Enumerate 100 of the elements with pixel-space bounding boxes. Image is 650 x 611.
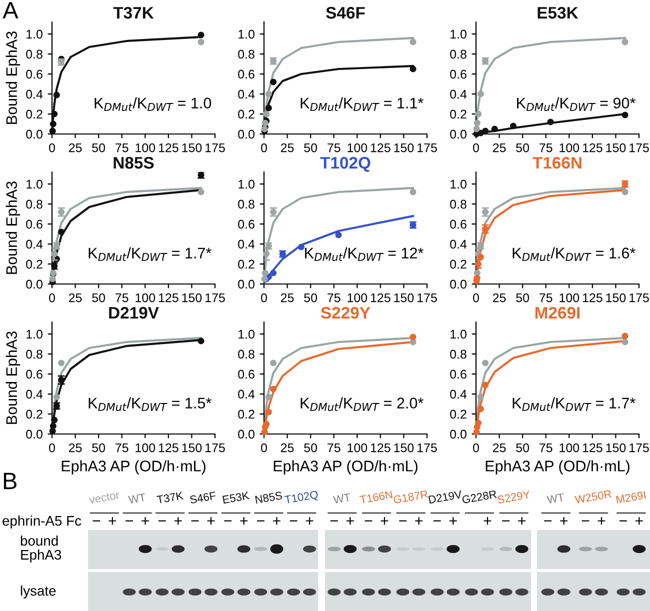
y-tick-label: 0.8 [450, 200, 466, 209]
y-axis-title: Bound EphA3 [6, 32, 20, 124]
y-tick-label: 0.4 [26, 240, 43, 249]
y-tick-label: 0.0 [238, 280, 254, 289]
point [263, 110, 270, 118]
point [622, 338, 628, 346]
y-tick-label: 0.0 [450, 430, 466, 439]
text: − [619, 520, 627, 522]
x-tick-label: 150 [394, 443, 414, 452]
y-tick-label: 0.0 [238, 130, 254, 139]
chart-title: T37K [113, 6, 154, 19]
y-tick-label: 0.8 [238, 200, 254, 209]
x-tick-label: 125 [582, 443, 602, 452]
y-tick-label: 1.0 [238, 180, 254, 189]
x-tick-label: 75 [328, 443, 340, 452]
y-tick-label: 0.2 [26, 110, 42, 119]
text: − [399, 520, 407, 522]
point [410, 66, 416, 72]
x-tick-label: 50 [92, 443, 106, 452]
y-tick-label: 1.0 [26, 30, 42, 39]
point [263, 420, 270, 428]
category-label: M269I [616, 490, 646, 504]
point [477, 406, 484, 412]
point [51, 110, 58, 118]
point [477, 254, 484, 260]
point [482, 128, 489, 134]
annotation: K$_{DMut}$/K$_{DWT}$ = 12* [305, 247, 424, 262]
point [410, 334, 416, 340]
point [335, 232, 342, 238]
x-tick-label: 50 [516, 143, 530, 152]
y-tick-label: 0.0 [26, 430, 42, 439]
point [270, 386, 277, 392]
y-tick-label: 1.0 [26, 180, 42, 189]
x-tick-label: 25 [492, 143, 506, 152]
x-tick-label: 175 [418, 443, 437, 452]
y-tick-label: 0.6 [450, 70, 466, 79]
text: + [207, 517, 215, 525]
x-tick-label: 175 [418, 143, 437, 152]
point [475, 110, 482, 118]
x-tick-label: 150 [606, 443, 626, 452]
x-tick-label: 150 [606, 293, 626, 302]
point [51, 416, 58, 424]
x-tick-label: 100 [136, 443, 156, 452]
y-tick-label: 0.0 [26, 130, 42, 139]
x-tick-label: 50 [304, 143, 318, 152]
point [50, 422, 56, 430]
text: + [273, 517, 280, 525]
y-tick-label: 1.0 [450, 30, 466, 39]
point [262, 270, 268, 276]
y-tick-label: 0.4 [238, 390, 255, 399]
x-tick-label: 150 [394, 293, 414, 302]
y-tick-label: 0.2 [450, 110, 466, 119]
x-tick-label: 175 [206, 293, 225, 302]
point [58, 360, 65, 366]
text: − [582, 520, 590, 522]
y-tick-label: 1.0 [26, 330, 42, 339]
point [270, 78, 277, 86]
point [198, 338, 204, 344]
annotation: K$_{DMut}$/K$_{DWT}$ = 90* [517, 97, 636, 112]
text: − [158, 520, 166, 522]
point [270, 360, 277, 366]
annotation: K$_{DMut}$/K$_{DWT}$ = 1.6* [512, 247, 636, 262]
y-tick-label: 0.2 [238, 260, 254, 269]
x-tick-label: 0 [473, 293, 479, 302]
y-axis-title: Bound EphA3 [6, 332, 20, 424]
y-tick-label: 0.0 [450, 280, 466, 289]
text: − [330, 520, 338, 522]
x-tick-label: 100 [560, 143, 580, 152]
point [58, 228, 65, 236]
text: + [380, 517, 388, 525]
y-tick-label: 0.6 [450, 370, 466, 379]
x-tick-label: 125 [158, 443, 178, 452]
x-tick-label: 75 [540, 443, 552, 452]
x-tick-label: 50 [516, 443, 530, 452]
x-tick-label: 150 [182, 293, 202, 302]
point [482, 382, 489, 388]
x-tick-label: 75 [540, 293, 552, 302]
category-label: G187R [393, 490, 428, 504]
x-axis-title: EphA3 AP (OD/h·mL) [62, 460, 206, 474]
text: + [484, 517, 492, 525]
point [622, 112, 628, 118]
text: − [224, 520, 232, 522]
x-tick-label: 25 [68, 293, 82, 302]
x-tick-label: 0 [49, 293, 55, 302]
category-label: S46F [190, 492, 216, 504]
point [622, 332, 628, 340]
x-axis-title: EphA3 AP (OD/h·mL) [486, 460, 630, 474]
text: − [126, 520, 133, 522]
category-label: D219V [428, 490, 462, 504]
x-axis-title: EphA3 AP (OD/h·mL) [274, 460, 418, 474]
category-label: vector [88, 491, 120, 504]
x-tick-label: 150 [394, 143, 414, 152]
point [53, 394, 60, 400]
y-tick-label: 0.8 [450, 350, 466, 359]
x-tick-label: 100 [348, 293, 368, 302]
x-tick-label: 150 [182, 143, 202, 152]
text: + [449, 517, 457, 525]
x-tick-label: 75 [540, 143, 552, 152]
chart-title: D219V [109, 306, 159, 319]
text: ephrin-A5 Fc [2, 516, 82, 528]
